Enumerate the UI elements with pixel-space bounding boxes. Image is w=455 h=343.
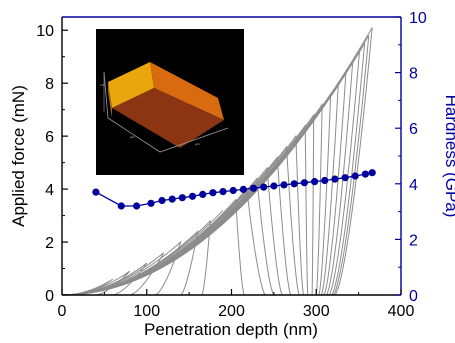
- afm-inset-image: nm μm μm: [96, 29, 244, 175]
- load-curve: [61, 219, 211, 296]
- x-axis-ticks: 0 100 200 300 400: [58, 289, 415, 320]
- hardness-point: [158, 196, 166, 205]
- hardness-point: [239, 185, 247, 193]
- y-right-tick-label: 8: [409, 66, 418, 83]
- y-left-tick-label: 4: [45, 182, 54, 199]
- hardness-point: [219, 188, 227, 196]
- hardness-point: [178, 194, 186, 202]
- hardness-point: [311, 178, 319, 186]
- load-curve: [61, 198, 245, 296]
- y-right-tick-label: 6: [409, 121, 418, 138]
- load-displacement-curves: [61, 27, 373, 296]
- hardness-point: [133, 202, 141, 210]
- load-curve: [61, 177, 275, 296]
- hardness-point: [199, 190, 207, 198]
- x-axis-title: Penetration depth (nm): [144, 320, 318, 339]
- y-left-tick-label: 8: [45, 76, 54, 93]
- y-left-tick-label: 6: [45, 129, 54, 146]
- hardness-point: [260, 183, 268, 191]
- x-tick-label: 0: [58, 303, 67, 320]
- inset-axis-label: μm: [130, 135, 135, 139]
- x-tick-label: 200: [218, 303, 245, 320]
- inset-axis-label: nm: [100, 83, 105, 87]
- inset-frame: [103, 71, 229, 153]
- y-left-axis-ticks: 0 2 4 6 8 10: [36, 23, 68, 305]
- hardness-point: [147, 199, 155, 207]
- hardness-point: [368, 169, 376, 177]
- inset-plateau-top: [108, 62, 154, 108]
- hardness-point: [280, 181, 288, 189]
- y-right-tick-label: 2: [409, 232, 418, 249]
- hardness-point: [229, 186, 237, 195]
- y-left-tick-label: 10: [36, 23, 54, 40]
- load-curve: [61, 27, 373, 296]
- hardness-point: [361, 170, 369, 178]
- hardness-point: [341, 174, 349, 182]
- y-left-tick-label: 2: [45, 235, 54, 252]
- y-right-tick-label: 10: [409, 10, 427, 27]
- y-right-tick-label: 0: [409, 288, 418, 305]
- load-curve: [61, 209, 224, 296]
- hardness-point: [92, 188, 100, 196]
- hardness-point: [321, 176, 329, 185]
- y-right-axis-ticks: 0 2 4 6 8 10: [395, 10, 427, 305]
- hardness-point: [188, 192, 197, 200]
- load-curve: [61, 230, 199, 296]
- hardness-point: [351, 172, 359, 180]
- y-left-tick-label: 0: [45, 288, 54, 305]
- hardness-point: [290, 180, 298, 188]
- inset-substrate: [112, 88, 224, 148]
- hardness-point: [209, 189, 217, 197]
- y-right-tick-label: 4: [409, 177, 418, 194]
- x-tick-label: 300: [303, 303, 330, 320]
- inset-plateau-side: [108, 82, 112, 118]
- hardness-point: [300, 179, 308, 187]
- x-tick-label: 100: [133, 303, 160, 320]
- y-left-axis-title: Applied force (mN): [9, 85, 28, 227]
- hardness-point: [168, 195, 176, 203]
- y-right-axis-title: Hardness (GPa): [442, 95, 455, 218]
- hardness-point: [249, 184, 258, 192]
- inset-step-face: [150, 62, 224, 120]
- hardness-point: [331, 175, 339, 183]
- inset-axis-label: μm: [195, 142, 200, 146]
- hardness-series: [92, 169, 376, 210]
- x-tick-label: 400: [388, 303, 415, 320]
- load-curve: [61, 155, 292, 296]
- hardness-point: [117, 202, 125, 210]
- hardness-point: [270, 182, 278, 190]
- load-curve: [61, 240, 182, 296]
